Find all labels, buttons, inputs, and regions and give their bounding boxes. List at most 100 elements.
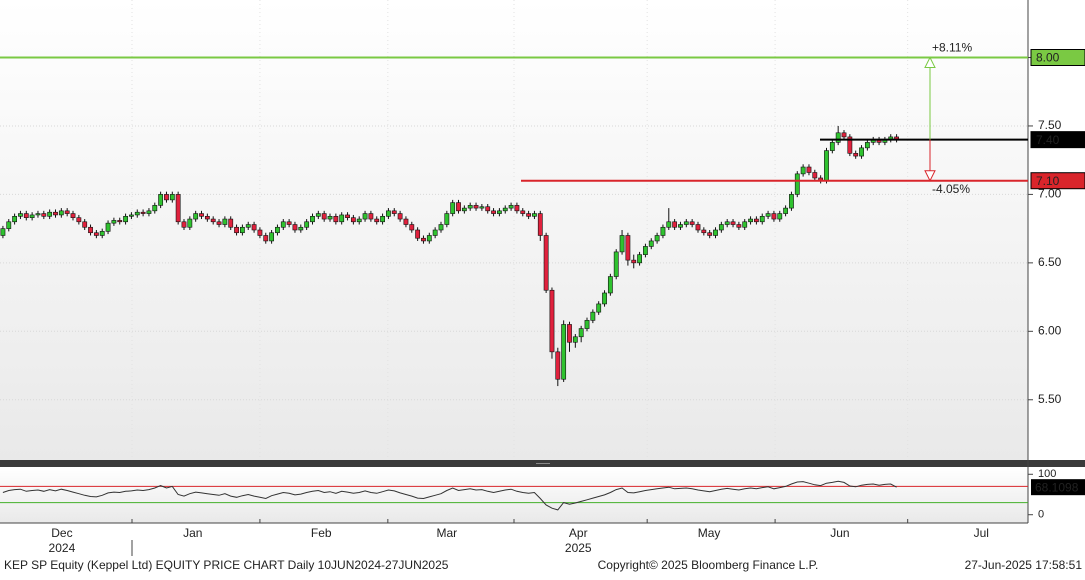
candle-body — [146, 210, 152, 214]
candle-body — [479, 206, 485, 209]
month-label: Mar — [436, 526, 457, 540]
month-label: Jul — [974, 526, 989, 540]
candle-body — [123, 216, 128, 223]
candle-body — [18, 213, 23, 217]
candle-body — [53, 211, 58, 216]
candle-body — [315, 213, 321, 217]
candle-body — [456, 202, 461, 212]
footer-title: KEP SP Equity (Keppel Ltd) EQUITY PRICE … — [4, 558, 449, 572]
candle-body — [234, 226, 239, 234]
candle-body — [280, 221, 286, 228]
candle-body — [187, 218, 193, 228]
candle-body — [520, 210, 526, 214]
candle-body — [812, 172, 818, 179]
level-label: 7.40 — [1036, 133, 1060, 147]
candle-body — [76, 217, 82, 223]
candle-body — [350, 217, 356, 223]
candle-body — [23, 213, 29, 218]
candle-body — [654, 235, 660, 242]
candle-body — [64, 210, 70, 214]
candle-body — [386, 210, 391, 217]
candle-body — [35, 213, 41, 216]
y-tick-label: 5.50 — [1038, 392, 1062, 406]
price-panel — [0, 0, 1028, 460]
month-label: Dec — [51, 526, 72, 540]
candle-body — [514, 205, 520, 212]
y-tick-label: 7.50 — [1038, 118, 1062, 132]
candle-body — [765, 213, 771, 217]
candle-body — [707, 232, 713, 236]
candle-body — [169, 194, 175, 201]
candle-body — [111, 220, 117, 224]
candle-body — [543, 235, 549, 291]
candle-body — [789, 194, 794, 209]
copyright: Copyright© 2025 Bloomberg Finance L.P. — [598, 558, 819, 572]
candle-body — [257, 229, 263, 236]
month-label: Apr — [569, 526, 588, 540]
candle-body — [12, 216, 18, 223]
candle-body — [333, 216, 339, 223]
candle-body — [678, 224, 683, 228]
candle-body — [619, 235, 625, 253]
rsi-y-tick-label: 0 — [1038, 509, 1044, 521]
candle-body — [689, 221, 695, 225]
candle-body — [88, 226, 93, 234]
level-label: 7.10 — [1036, 174, 1060, 188]
candle-body — [181, 221, 187, 228]
candle-body — [269, 232, 275, 242]
candle-body — [380, 216, 385, 223]
candle-body — [175, 194, 181, 223]
rsi-line — [2, 480, 897, 511]
candle-body — [164, 194, 169, 201]
candle-body — [847, 136, 853, 154]
candle-body — [47, 211, 53, 217]
candle-body — [82, 221, 88, 228]
candle-body — [496, 210, 502, 214]
rsi-value-box — [1031, 479, 1085, 496]
candle-body — [853, 153, 859, 157]
candle-body — [572, 336, 578, 343]
candle-body — [432, 229, 438, 236]
candle-body — [99, 231, 105, 236]
candle-body — [829, 142, 835, 151]
candle-body — [304, 221, 310, 228]
down-arrow-head — [924, 170, 936, 182]
candle-body — [204, 216, 210, 220]
candle-body — [239, 226, 245, 234]
candle-body — [199, 213, 204, 217]
overlay: 8.00 7.40 7.10 +8.11% -4.05% 68.1098 — [0, 41, 1085, 496]
candle-body — [251, 224, 257, 231]
rsi-value-label: 68.1098 — [1035, 480, 1079, 494]
up-arrow-head — [924, 56, 936, 68]
candle-body — [613, 251, 619, 277]
candle-body — [584, 320, 590, 329]
candle-body — [93, 232, 99, 236]
candle-body — [841, 132, 847, 138]
candle-body — [648, 240, 654, 247]
candle-body — [660, 226, 666, 236]
candle-body — [210, 218, 216, 223]
candle-body — [216, 221, 222, 225]
candle-body — [292, 224, 298, 231]
candle-body — [0, 228, 6, 236]
level-box — [1030, 49, 1085, 66]
candle-body — [321, 213, 327, 220]
month-label: May — [698, 526, 721, 540]
candle-body — [491, 210, 496, 214]
year-label: 2024 — [49, 541, 76, 555]
candle-body — [228, 218, 234, 228]
candle-body — [362, 213, 368, 220]
candle-body — [140, 211, 146, 214]
candle-body — [643, 246, 648, 255]
candle-body — [742, 221, 748, 228]
candle-body — [578, 328, 584, 338]
level-box — [1030, 131, 1085, 149]
y-tick-label: 6.00 — [1038, 323, 1062, 337]
candle-body — [637, 254, 642, 264]
candle-body — [730, 221, 736, 225]
candle-body — [537, 213, 543, 236]
candle-body — [41, 213, 47, 217]
candle-body — [29, 214, 35, 218]
candle-body — [286, 221, 292, 225]
annotation: +8.11% — [932, 41, 972, 55]
